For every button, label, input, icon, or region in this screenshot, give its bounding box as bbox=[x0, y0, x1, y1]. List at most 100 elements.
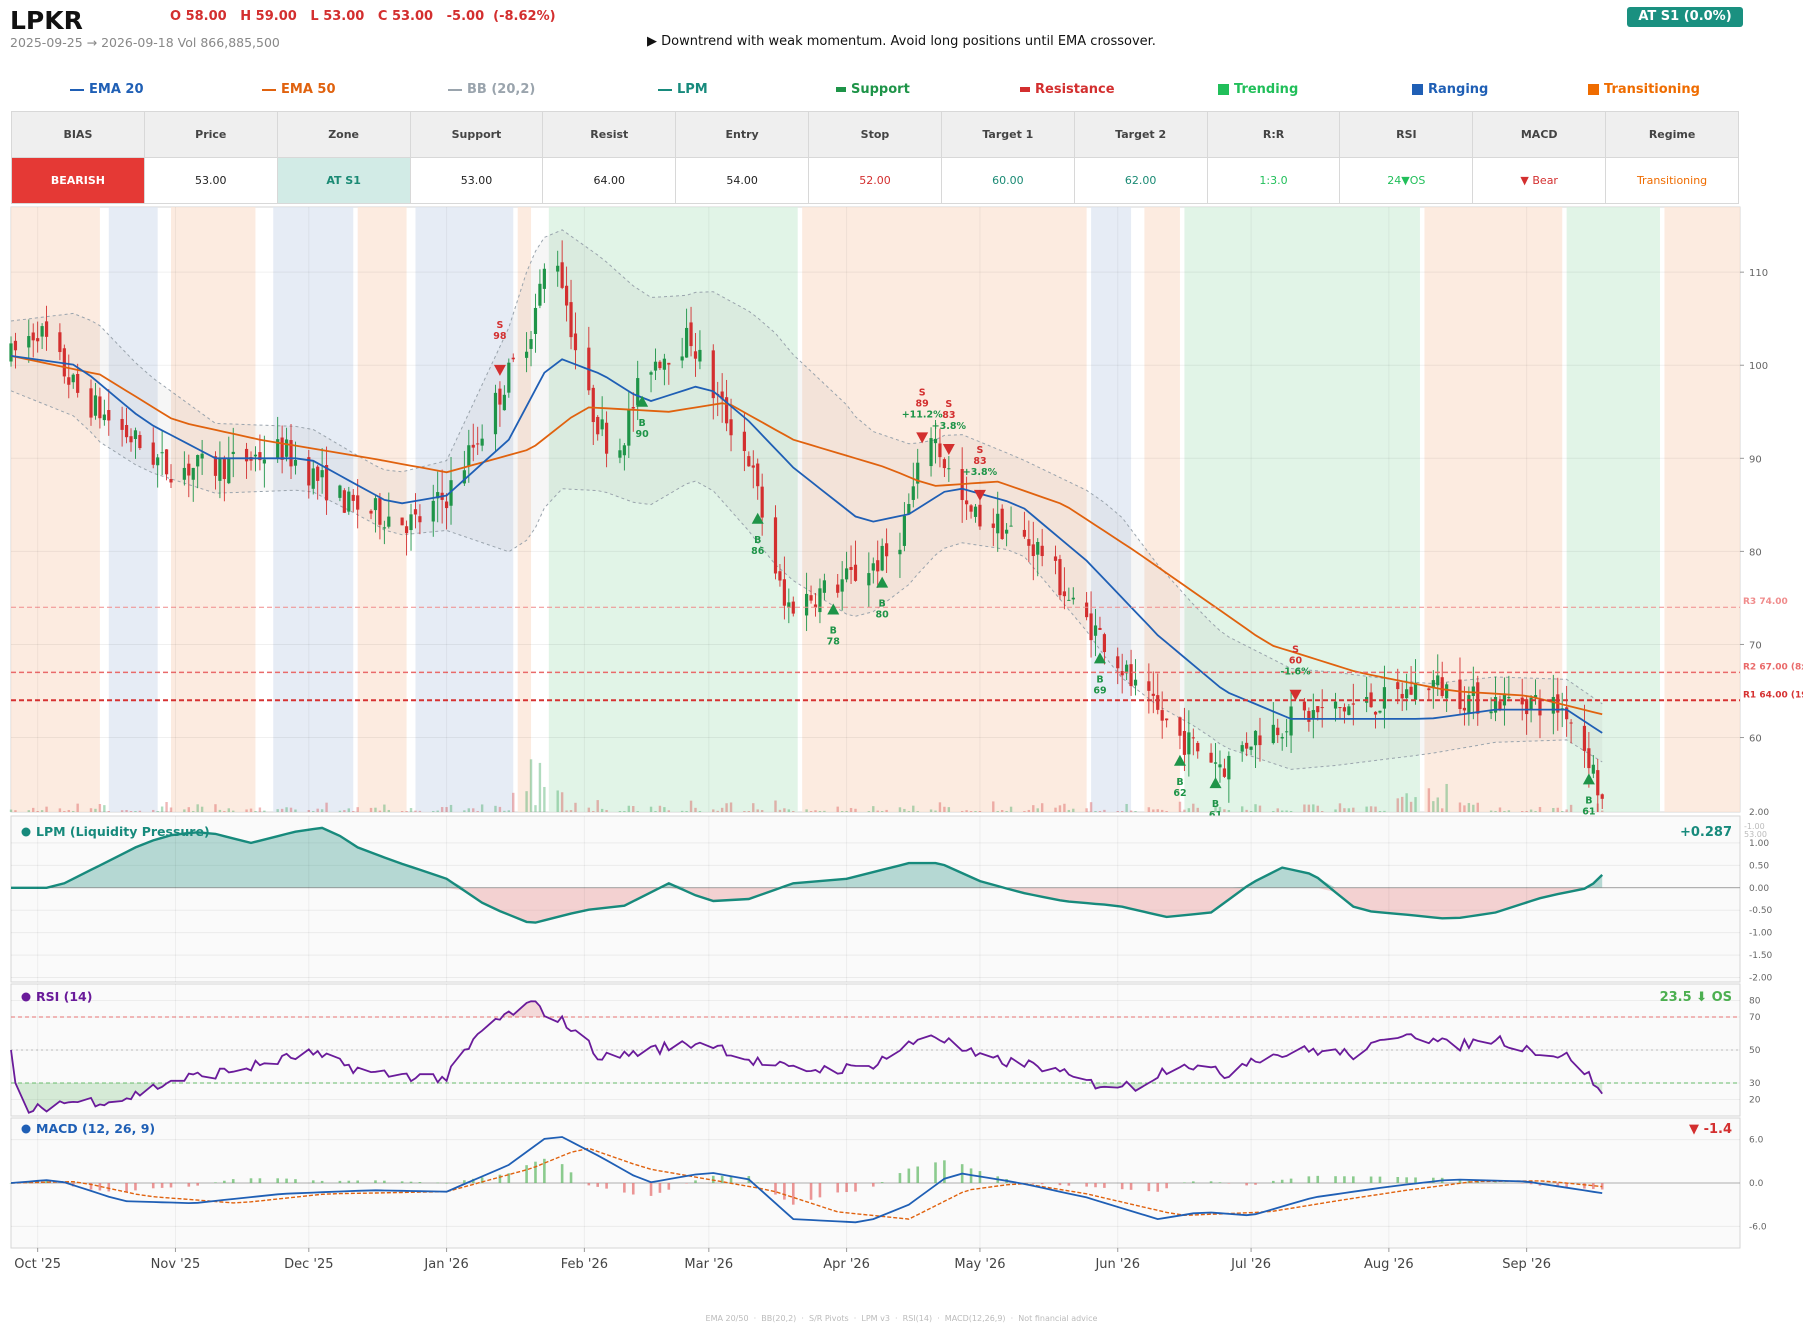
candle-body bbox=[1116, 656, 1120, 669]
legend-item: Ranging bbox=[1412, 82, 1488, 97]
candle-body bbox=[280, 437, 284, 460]
macd-histogram-bar bbox=[1334, 1176, 1337, 1183]
volume-bar bbox=[1000, 809, 1004, 812]
price-tick-label: 100 bbox=[1749, 361, 1768, 372]
volume-bar bbox=[1209, 811, 1213, 812]
candle-body bbox=[507, 362, 511, 393]
candle-body bbox=[378, 498, 382, 525]
price-pane: 60 70 80 90 100 110 2.00 R3 74.00 R2 67.00 (8x) R… bbox=[9, 206, 1803, 821]
volume-bar bbox=[529, 759, 533, 812]
candle-body bbox=[1342, 707, 1347, 712]
volume-bar bbox=[1103, 809, 1106, 812]
macd-histogram-bar bbox=[1094, 1183, 1097, 1188]
candle-body bbox=[1196, 742, 1200, 752]
volume-bars bbox=[9, 759, 1604, 812]
candle bbox=[138, 431, 142, 450]
volume-bar bbox=[600, 808, 604, 812]
signal-label: B bbox=[1176, 777, 1183, 788]
macd-histogram-bar bbox=[1156, 1183, 1160, 1192]
macd-histogram-bar bbox=[685, 1183, 688, 1184]
rsi-tick-label: 30 bbox=[1749, 1079, 1761, 1089]
volume-bar bbox=[756, 809, 759, 812]
candle-body bbox=[1405, 689, 1409, 699]
candle-body bbox=[1125, 664, 1129, 674]
volume-bar bbox=[1432, 801, 1435, 812]
macd-histogram-bar bbox=[258, 1178, 262, 1183]
macd-histogram-bar bbox=[1414, 1177, 1417, 1183]
candle bbox=[471, 423, 475, 462]
candle-body bbox=[778, 571, 782, 581]
candle bbox=[1507, 675, 1511, 702]
candle-body bbox=[689, 322, 693, 347]
volume-bar bbox=[405, 811, 408, 812]
buy-arrow-icon bbox=[1173, 754, 1186, 766]
volume-bar bbox=[1067, 809, 1071, 812]
candle bbox=[1396, 668, 1400, 705]
volume-bar bbox=[1183, 809, 1186, 812]
candle bbox=[409, 503, 413, 551]
candle bbox=[751, 450, 755, 489]
candle bbox=[1196, 741, 1200, 759]
candle-body bbox=[462, 470, 466, 484]
volume-bar bbox=[560, 792, 564, 812]
volume-bar bbox=[258, 807, 262, 812]
candle-body bbox=[1378, 710, 1382, 713]
candle-body bbox=[13, 340, 18, 351]
candle-body bbox=[627, 409, 631, 446]
candle-body bbox=[244, 448, 249, 462]
legend-label: Ranging bbox=[1428, 82, 1489, 97]
candle-body bbox=[164, 449, 169, 475]
candle bbox=[1027, 520, 1031, 563]
volume-bar bbox=[623, 811, 626, 812]
volume-bar bbox=[227, 808, 230, 812]
buy-arrow-icon bbox=[1209, 777, 1222, 789]
summary-header-cell: Resist bbox=[542, 111, 677, 158]
candle bbox=[1582, 704, 1587, 768]
macd-histogram-bar bbox=[534, 1161, 537, 1183]
candle bbox=[680, 337, 684, 369]
candle bbox=[1458, 657, 1462, 715]
volume-bar bbox=[1147, 807, 1151, 812]
candle bbox=[898, 532, 902, 578]
candle bbox=[36, 321, 40, 353]
candle bbox=[1062, 567, 1067, 610]
candle bbox=[591, 384, 595, 446]
candle-body bbox=[253, 454, 258, 457]
signal-label: 83 bbox=[942, 410, 955, 421]
candle-body bbox=[138, 435, 142, 449]
signal-label: 61 bbox=[1582, 806, 1595, 817]
volume-bar bbox=[9, 809, 13, 812]
regime-band bbox=[273, 207, 354, 812]
macd-pane: 6.0 0.0 -6.0 MACD (12, 26, 9) ▼ -1.4 bbox=[9, 1117, 1767, 1249]
volume-bar bbox=[449, 804, 453, 812]
candle bbox=[262, 435, 266, 488]
candle bbox=[373, 494, 378, 533]
volume-bar bbox=[845, 811, 848, 812]
candle bbox=[1538, 689, 1542, 739]
macd-histogram-bar bbox=[400, 1181, 404, 1183]
candle bbox=[1022, 511, 1026, 539]
regime-band bbox=[357, 207, 407, 812]
regime-shading bbox=[11, 207, 1740, 812]
lpm-dot-icon bbox=[21, 827, 31, 837]
candle-body bbox=[1489, 711, 1493, 714]
volume-bar bbox=[40, 810, 44, 812]
volume-bar bbox=[974, 811, 977, 812]
candle bbox=[1245, 732, 1249, 757]
volume-bar bbox=[747, 811, 751, 812]
candle-body bbox=[1031, 544, 1035, 557]
candle-body bbox=[898, 549, 902, 555]
signal-label: 86 bbox=[751, 546, 765, 557]
lpm-tick-label: 0.00 bbox=[1749, 884, 1769, 894]
signal-label: S bbox=[496, 320, 503, 331]
volume-bar bbox=[1303, 804, 1306, 812]
candle bbox=[307, 449, 311, 499]
candle bbox=[467, 429, 471, 483]
volume-bar bbox=[1023, 811, 1026, 812]
macd-histogram-bar bbox=[249, 1178, 253, 1183]
candle bbox=[120, 406, 124, 447]
summary-value-cell: 53.00 bbox=[143, 157, 278, 204]
candle bbox=[1133, 659, 1138, 696]
candle-body bbox=[191, 467, 195, 480]
volume-bar bbox=[783, 808, 786, 812]
